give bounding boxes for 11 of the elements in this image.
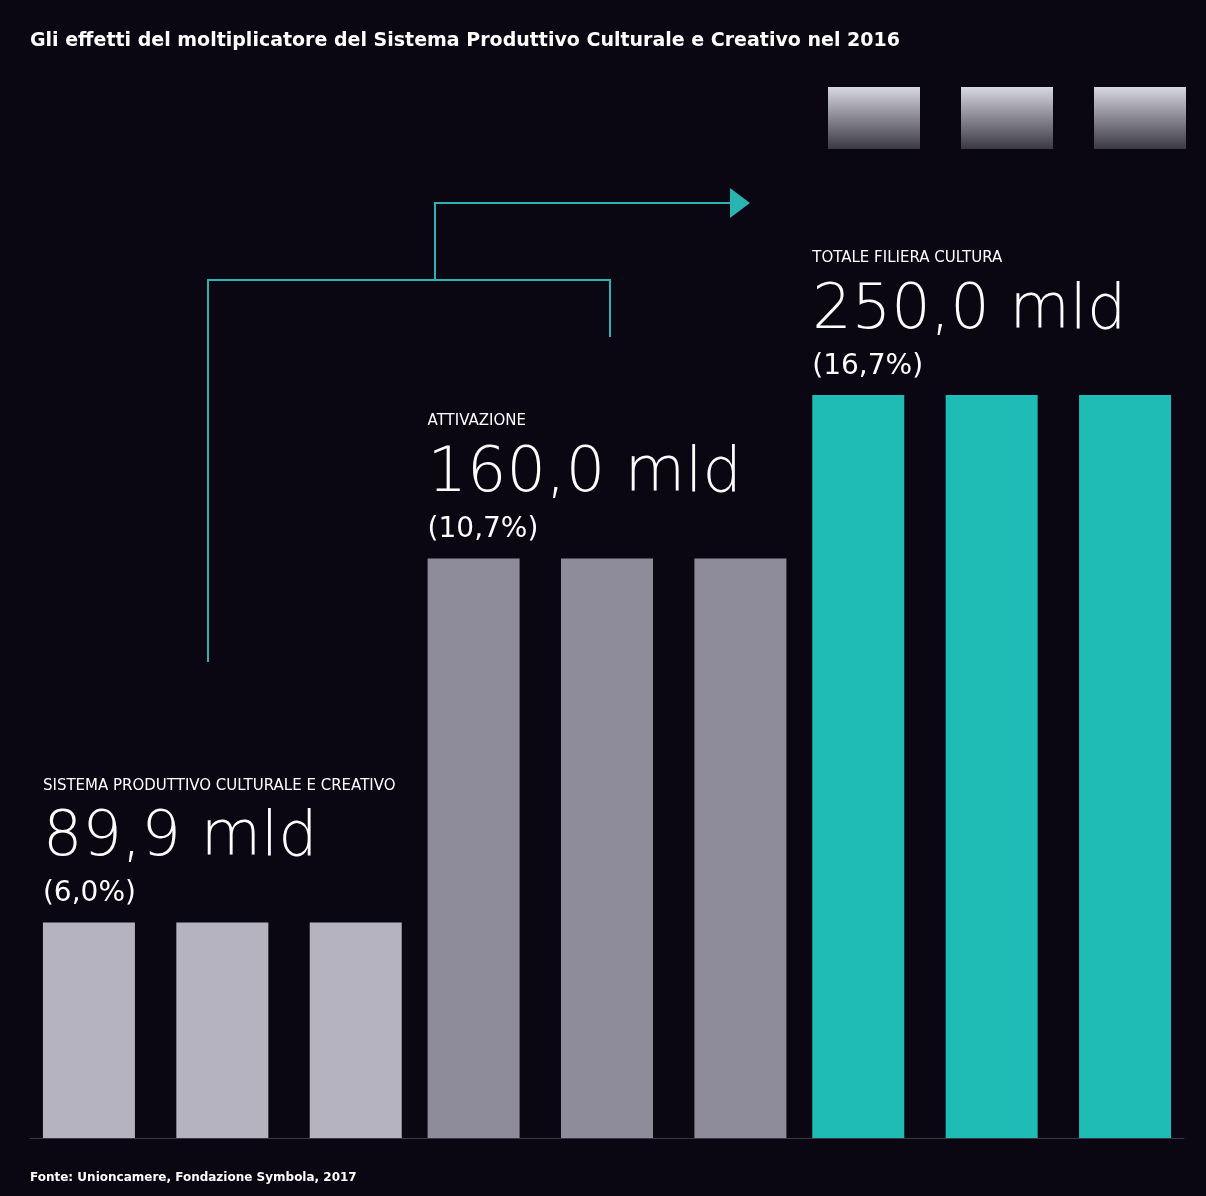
text: TOTALE FILIERA CULTURA bbox=[811, 248, 1003, 266]
text: (16,7%) bbox=[812, 347, 924, 381]
annotation: ATTIVAZIONE bbox=[427, 411, 526, 430]
annotation: SISTEMA PRODUTTIVO CULTURALE E CREATIVO bbox=[42, 775, 396, 794]
annotation: (6,0%) bbox=[42, 875, 136, 909]
annotation: 160,0 mld bbox=[427, 432, 742, 506]
text: 250,0 mld bbox=[812, 269, 1127, 343]
source-note: Fonte: Unioncamere, Fondazione Symbola, 2017 bbox=[30, 1170, 357, 1184]
chart-title: Gli effetti del moltiplicatore del Sistema Produttivo Culturale e Creativo nel 2016 bbox=[30, 28, 900, 50]
annotation: 89,9 mld bbox=[42, 797, 318, 871]
annotation: (10,7%) bbox=[427, 510, 539, 544]
